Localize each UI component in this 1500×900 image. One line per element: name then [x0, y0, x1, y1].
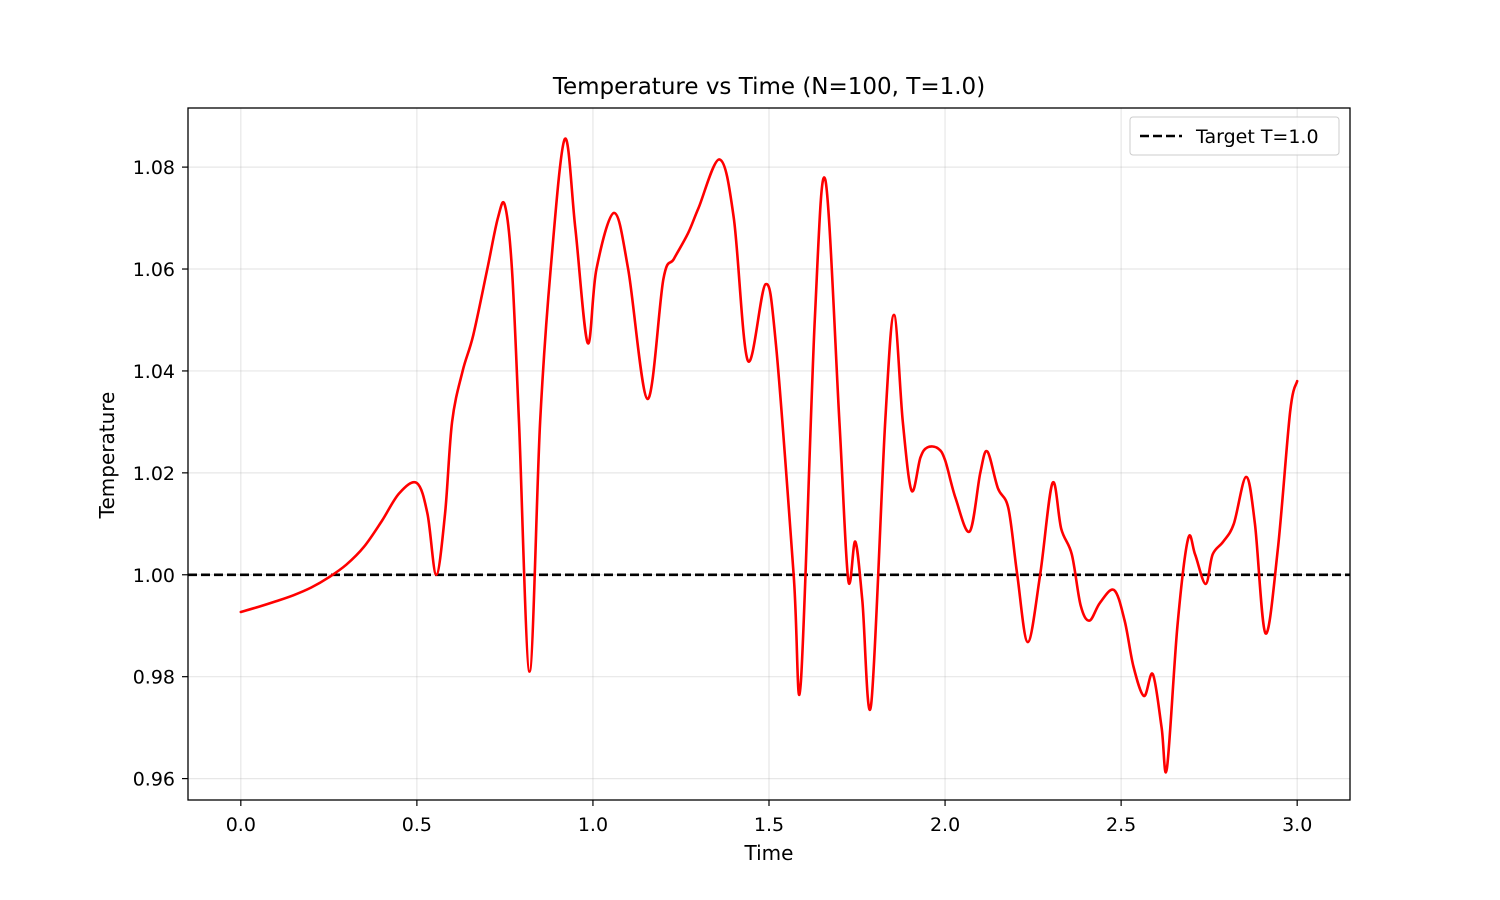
legend: Target T=1.0: [1129, 116, 1340, 156]
legend-box: [1129, 116, 1340, 156]
x-tick-label: 1.0: [578, 814, 608, 836]
chart-title: Temperature vs Time (N=100, T=1.0): [552, 74, 985, 100]
y-tick-label: 0.98: [133, 667, 175, 689]
x-tick-label: 1.5: [754, 814, 784, 836]
x-tick-label: 2.5: [1106, 814, 1136, 836]
x-axis: 0.0 0.5 1.0 1.5 2.0 2.5 3.0: [226, 800, 1312, 836]
y-axis: 0.96 0.98 1.00 1.02 1.04 1.06 1.08: [133, 157, 188, 791]
x-axis-label: Time: [744, 841, 794, 865]
x-tick-label: 0.5: [402, 814, 432, 836]
legend-label: Target T=1.0: [1195, 126, 1319, 148]
temperature-series-line: [239, 137, 1299, 774]
y-axis-label: Temperature: [95, 392, 119, 520]
y-tick-label: 1.04: [133, 361, 175, 383]
y-tick-label: 1.02: [133, 463, 175, 485]
series-layer: [239, 137, 1299, 774]
x-tick-label: 0.0: [226, 814, 256, 836]
y-tick-label: 0.96: [133, 769, 175, 791]
y-tick-label: 1.06: [133, 259, 175, 281]
y-tick-label: 1.00: [133, 565, 175, 587]
x-tick-label: 2.0: [930, 814, 960, 836]
x-tick-label: 3.0: [1282, 814, 1312, 836]
y-tick-label: 1.08: [133, 157, 175, 179]
